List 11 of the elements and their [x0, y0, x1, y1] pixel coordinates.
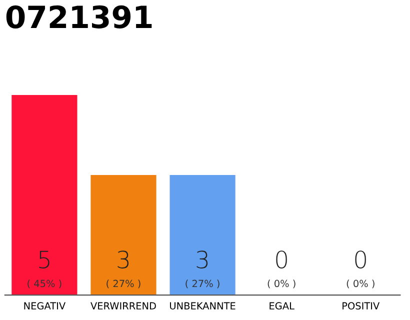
data-label: 0 ( 0% )	[268, 250, 296, 288]
x-tick-label: NEGATIV	[24, 302, 66, 310]
x-tick-label: EGAL	[270, 302, 294, 310]
data-label: 3 ( 27% )	[106, 250, 140, 288]
data-label: 0 ( 0% )	[346, 250, 374, 288]
data-label: 5 ( 45% )	[28, 250, 62, 288]
x-tick-label: UNBEKANNTE	[170, 302, 236, 310]
chart-title: 0721391	[6, 5, 152, 28]
data-label: 3 ( 27% )	[186, 250, 220, 288]
x-tick-label: POSITIV	[342, 302, 380, 310]
x-tick-label: VERWIRREND	[90, 302, 156, 310]
